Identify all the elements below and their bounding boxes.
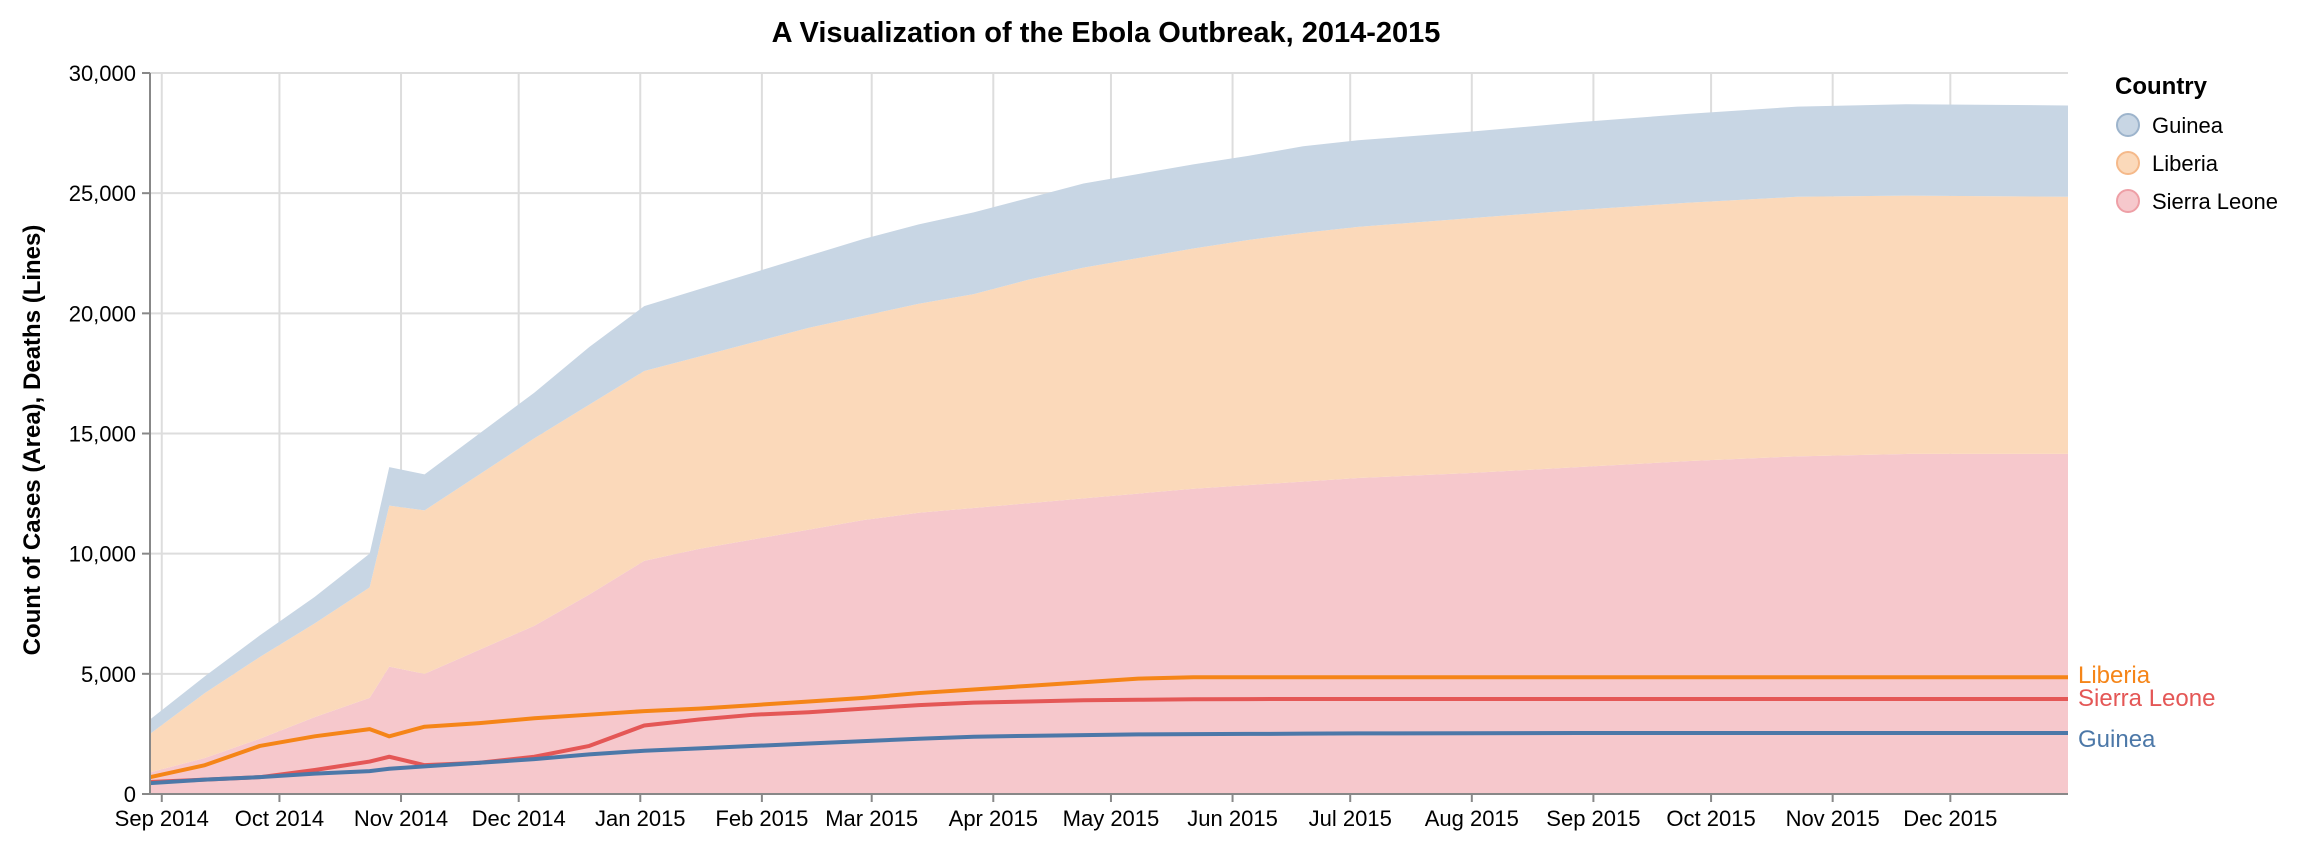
x-tick-label: Sep 2015 — [1546, 806, 1640, 831]
legend-title: Country — [2115, 73, 2208, 100]
x-tick-label: Sep 2014 — [115, 806, 209, 831]
x-tick-label: Jun 2015 — [1187, 806, 1278, 831]
chart-title: A Visualization of the Ebola Outbreak, 2… — [772, 17, 1441, 49]
x-axis: Sep 2014 Oct 2014 Nov 2014 Dec 2014 Jan 2015… — [115, 793, 2068, 831]
line-liberia — [149, 675, 2068, 780]
x-tick-label: Apr 2015 — [949, 806, 1038, 831]
end-label-liberia: Liberia — [2078, 662, 2151, 689]
death-lines — [149, 675, 2068, 786]
legend: Country Guinea Liberia Sierra Leone — [2115, 73, 2278, 214]
y-tick-label: 5,000 — [81, 662, 136, 687]
y-axis: 0 5,000 10,000 15,000 20,000 25,000 30,000 — [69, 61, 151, 807]
x-tick-label: Oct 2015 — [1666, 806, 1755, 831]
y-tick-label: 20,000 — [69, 301, 136, 326]
area-sierra-leone — [150, 453, 2068, 794]
y-tick-label: 10,000 — [69, 542, 136, 567]
y-tick-label: 15,000 — [69, 422, 136, 447]
legend-symbol — [2116, 189, 2140, 213]
y-tick-label: 30,000 — [69, 61, 136, 86]
x-tick-label: Mar 2015 — [825, 806, 918, 831]
end-label-guinea: Guinea — [2078, 726, 2156, 753]
line-sierra-leone — [149, 696, 2068, 784]
area-guinea — [150, 104, 2068, 734]
line-guinea — [149, 730, 2068, 786]
x-tick-label: Dec 2014 — [472, 806, 566, 831]
legend-label-liberia: Liberia — [2152, 151, 2219, 176]
x-tick-label: Jul 2015 — [1309, 806, 1392, 831]
x-tick-label: Feb 2015 — [715, 806, 808, 831]
x-tick-label: Jan 2015 — [595, 806, 686, 831]
x-tick-label: Aug 2015 — [1425, 806, 1519, 831]
legend-label-guinea: Guinea — [2152, 113, 2224, 138]
legend-symbol — [2116, 113, 2140, 137]
x-tick-label: Nov 2014 — [354, 806, 448, 831]
y-axis-title: Count of Cases (Area), Deaths (Lines) — [19, 225, 46, 656]
x-tick-label: Oct 2014 — [235, 806, 324, 831]
x-tick-label: Dec 2015 — [1903, 806, 1997, 831]
legend-label-sierra-leone: Sierra Leone — [2152, 189, 2278, 214]
area-liberia — [150, 195, 2068, 773]
legend-symbol — [2116, 151, 2140, 175]
x-tick-label: May 2015 — [1063, 806, 1160, 831]
case-areas — [150, 104, 2068, 794]
y-tick-label: 25,000 — [69, 181, 136, 206]
y-tick-label: 0 — [124, 782, 136, 807]
x-tick-label: Nov 2015 — [1786, 806, 1880, 831]
end-label-sierra-leone: Sierra Leone — [2078, 685, 2215, 712]
